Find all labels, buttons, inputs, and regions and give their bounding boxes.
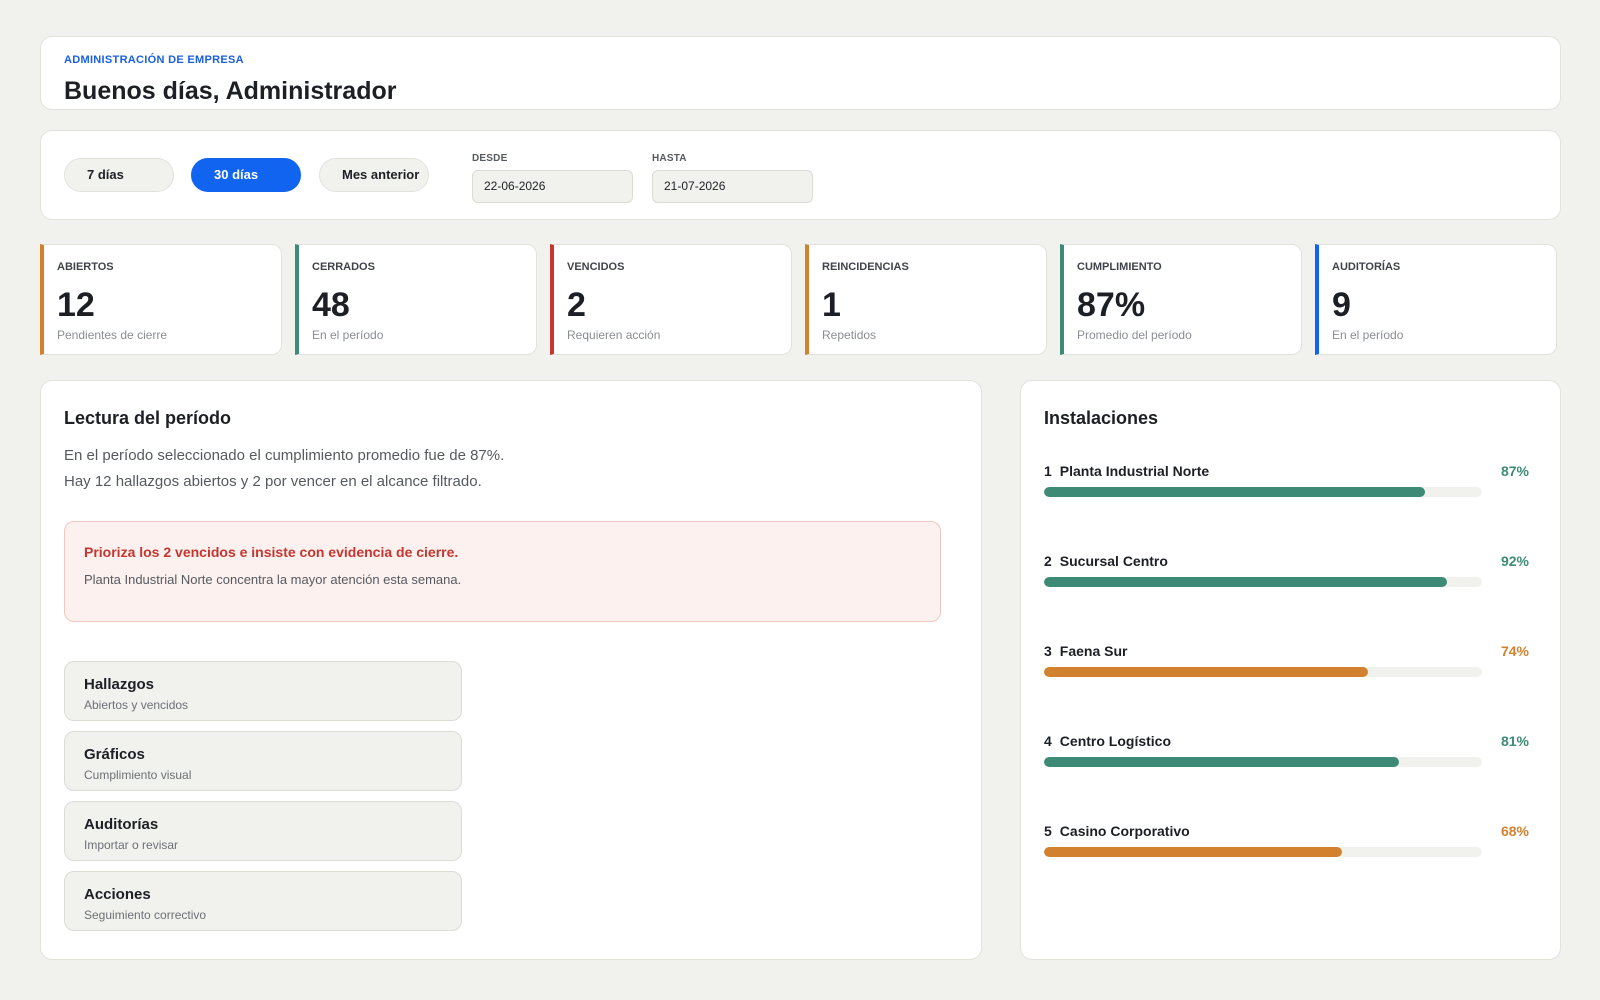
stat-card-auditorias: AUDITORÍAS 9 En el período: [1315, 244, 1557, 355]
tile-subtitle: Importar o revisar: [84, 838, 179, 852]
facility-percent: 87%: [1500, 463, 1529, 479]
priority-alert: Prioriza los 2 vencidos e insiste con ev…: [64, 521, 941, 622]
tile-title: Hallazgos: [84, 676, 155, 693]
stat-subtitle: Pendientes de cierre: [57, 328, 168, 342]
compliance-bar-track: [1044, 667, 1482, 677]
facility-name: 4 Centro Logístico: [1044, 733, 1171, 749]
facility-row: 3 Faena Sur 74%: [1044, 643, 1529, 683]
date-to-label: HASTA: [652, 153, 687, 164]
facility-percent: 92%: [1500, 553, 1529, 569]
stat-card-vencidos: VENCIDOS 2 Requieren acción: [550, 244, 792, 355]
stat-label: AUDITORÍAS: [1332, 261, 1401, 273]
compliance-bar-fill: [1044, 757, 1399, 767]
tile-title: Auditorías: [84, 816, 159, 833]
stat-value: 1: [822, 286, 841, 324]
facility-row: 1 Planta Industrial Norte 87%: [1044, 463, 1529, 503]
stat-subtitle: En el período: [1332, 328, 1404, 342]
date-from-input[interactable]: 22-06-2026: [472, 170, 633, 203]
date-from-group: DESDE 22-06-2026: [472, 153, 633, 203]
stat-subtitle: Repetidos: [822, 328, 877, 342]
compliance-bar-fill: [1044, 847, 1342, 857]
nav-tile-auditorias[interactable]: Auditorías Importar o revisar: [64, 801, 462, 861]
facility-name: 2 Sucursal Centro: [1044, 553, 1168, 569]
range-previous-month-button[interactable]: Mes anterior: [319, 158, 429, 192]
stat-subtitle: En el período: [312, 328, 384, 342]
facility-percent: 74%: [1500, 643, 1529, 659]
facility-rank: 5: [1044, 823, 1052, 839]
stat-card-abiertos: ABIERTOS 12 Pendientes de cierre: [40, 244, 282, 355]
facility-row: 4 Centro Logístico 81%: [1044, 733, 1529, 773]
range-30-days-button[interactable]: 30 días: [191, 158, 301, 192]
stat-value: 87%: [1077, 286, 1146, 324]
stat-card-cumplimiento: CUMPLIMIENTO 87% Promedio del período: [1060, 244, 1302, 355]
stat-label: VENCIDOS: [567, 261, 625, 273]
stat-label: ABIERTOS: [57, 261, 114, 273]
period-summary-panel: Lectura del período En el período selecc…: [40, 380, 982, 960]
stat-value: 48: [312, 286, 350, 324]
stat-subtitle: Promedio del período: [1077, 328, 1192, 342]
facility-label: Centro Logístico: [1059, 733, 1172, 749]
alert-body: Planta Industrial Norte concentra la may…: [84, 572, 462, 587]
panel-title: Lectura del período: [64, 408, 232, 428]
compliance-bar-fill: [1044, 667, 1369, 677]
stat-value: 9: [1332, 286, 1351, 324]
compliance-bar-fill: [1044, 487, 1426, 497]
compliance-bar-track: [1044, 487, 1482, 497]
filter-bar: 7 días 30 días Mes anterior DESDE 22-06-…: [40, 130, 1561, 220]
summary-line: Hay 12 hallazgos abiertos y 2 por vencer…: [64, 473, 482, 490]
stat-value: 12: [57, 286, 95, 324]
facility-rank: 3: [1044, 643, 1052, 659]
facility-label: Planta Industrial Norte: [1059, 463, 1210, 479]
stat-card-reincidencias: REINCIDENCIAS 1 Repetidos: [805, 244, 1047, 355]
facility-rank: 2: [1044, 553, 1052, 569]
facility-name: 3 Faena Sur: [1044, 643, 1128, 659]
range-7-days-button[interactable]: 7 días: [64, 158, 174, 192]
compliance-bar-fill: [1044, 577, 1447, 587]
tile-subtitle: Seguimiento correctivo: [84, 908, 207, 922]
page-title: Buenos días, Administrador: [64, 77, 397, 105]
page-header: ADMINISTRACIÓN DE EMPRESA Buenos días, A…: [40, 36, 1561, 110]
nav-tile-acciones[interactable]: Acciones Seguimiento correctivo: [64, 871, 462, 931]
panel-title: Instalaciones: [1044, 408, 1159, 428]
alert-title: Prioriza los 2 vencidos e insiste con ev…: [84, 544, 459, 560]
facility-name: 5 Casino Corporativo: [1044, 823, 1190, 839]
facility-name: 1 Planta Industrial Norte: [1044, 463, 1209, 479]
compliance-bar-track: [1044, 847, 1482, 857]
stat-label: CERRADOS: [312, 261, 375, 273]
facility-percent: 81%: [1500, 733, 1529, 749]
facility-row: 5 Casino Corporativo 68%: [1044, 823, 1529, 863]
facility-row: 2 Sucursal Centro 92%: [1044, 553, 1529, 593]
facility-label: Sucursal Centro: [1059, 553, 1168, 569]
tile-subtitle: Abiertos y vencidos: [84, 698, 189, 712]
facility-rank: 1: [1044, 463, 1052, 479]
stat-label: REINCIDENCIAS: [822, 261, 909, 273]
section-eyebrow: ADMINISTRACIÓN DE EMPRESA: [64, 54, 244, 66]
stat-label: CUMPLIMIENTO: [1077, 261, 1162, 273]
facility-rank: 4: [1044, 733, 1052, 749]
summary-line: En el período seleccionado el cumplimien…: [64, 447, 505, 464]
stat-subtitle: Requieren acción: [567, 328, 661, 342]
facility-label: Faena Sur: [1059, 643, 1128, 659]
date-to-input[interactable]: 21-07-2026: [652, 170, 813, 203]
nav-tile-hallazgos[interactable]: Hallazgos Abiertos y vencidos: [64, 661, 462, 721]
tile-title: Acciones: [84, 886, 151, 903]
stat-value: 2: [567, 286, 586, 324]
tile-subtitle: Cumplimiento visual: [84, 768, 192, 782]
facilities-panel: Instalaciones 1 Planta Industrial Norte 8…: [1020, 380, 1561, 960]
facility-label: Casino Corporativo: [1059, 823, 1190, 839]
facility-percent: 68%: [1500, 823, 1529, 839]
date-from-label: DESDE: [472, 153, 508, 164]
nav-tile-graficos[interactable]: Gráficos Cumplimiento visual: [64, 731, 462, 791]
tile-title: Gráficos: [84, 746, 145, 763]
compliance-bar-track: [1044, 757, 1482, 767]
stat-card-cerrados: CERRADOS 48 En el período: [295, 244, 537, 355]
date-to-group: HASTA 21-07-2026: [652, 153, 813, 203]
compliance-bar-track: [1044, 577, 1482, 587]
